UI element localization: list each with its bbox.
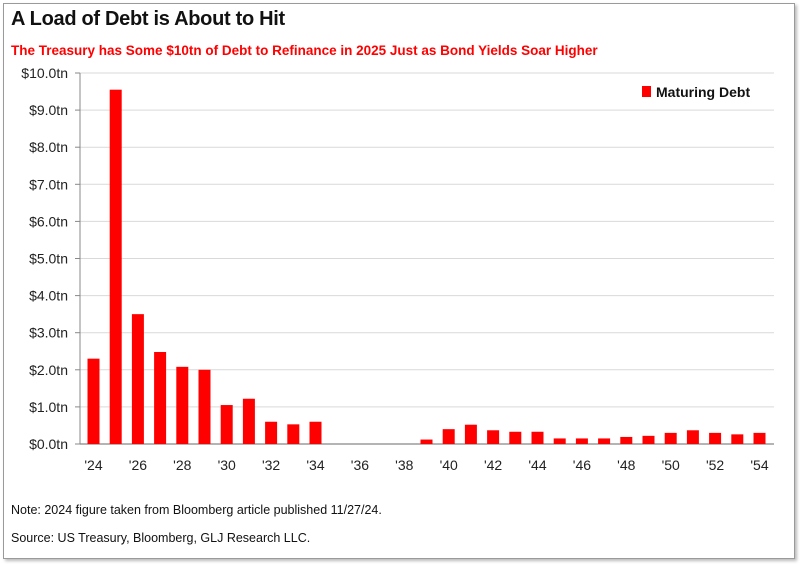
legend-label: Maturing Debt (656, 84, 750, 100)
x-tick-label: '32 (262, 457, 280, 473)
x-tick-label: '24 (84, 457, 102, 473)
chart-subtitle: The Treasury has Some $10tn of Debt to R… (11, 43, 598, 58)
bar-2024 (87, 358, 100, 444)
x-tick-label: '36 (351, 457, 369, 473)
bar-2045 (553, 438, 566, 444)
y-tick-label: $7.0tn (29, 176, 68, 192)
chart-note: Note: 2024 figure taken from Bloomberg a… (11, 503, 382, 517)
y-tick-label: $6.0tn (29, 213, 68, 229)
x-tick-label: '40 (440, 457, 458, 473)
x-tick-label: '38 (395, 457, 413, 473)
x-tick-label: '52 (706, 457, 724, 473)
x-tick-label: '54 (750, 457, 768, 473)
x-tick-label: '46 (573, 457, 591, 473)
x-tick-label: '30 (218, 457, 236, 473)
bar-2028 (176, 366, 189, 444)
bar-2047 (598, 438, 611, 444)
bar-2030 (220, 405, 233, 444)
y-tick-label: $9.0tn (29, 102, 68, 118)
bar-2052 (709, 432, 722, 444)
bar-2053 (731, 434, 744, 444)
bar-2054 (753, 432, 766, 444)
x-tick-label: '42 (484, 457, 502, 473)
x-tick-label: '34 (306, 457, 324, 473)
bar-2046 (575, 438, 588, 444)
legend-swatch (642, 86, 651, 97)
bar-2034 (309, 421, 322, 444)
bar-2044 (531, 431, 544, 444)
bar-2049 (642, 435, 655, 444)
x-tick-label: '48 (617, 457, 635, 473)
bar-2040 (442, 429, 455, 444)
bar-2026 (131, 314, 144, 444)
bar-2039 (420, 439, 433, 444)
x-tick-label: '26 (129, 457, 147, 473)
y-tick-label: $8.0tn (29, 139, 68, 155)
y-tick-label: $4.0tn (29, 288, 68, 304)
y-tick-label: $2.0tn (29, 362, 68, 378)
x-tick-label: '44 (528, 457, 546, 473)
y-tick-label: $10.0tn (21, 65, 68, 81)
y-tick-label: $3.0tn (29, 325, 68, 341)
bar-2043 (509, 431, 522, 444)
x-tick-label: '28 (173, 457, 191, 473)
y-tick-label: $1.0tn (29, 399, 68, 415)
y-tick-label: $5.0tn (29, 251, 68, 267)
x-tick-label: '50 (662, 457, 680, 473)
bar-2048 (620, 436, 633, 444)
chart-source: Source: US Treasury, Bloomberg, GLJ Rese… (11, 531, 311, 545)
bar-2027 (154, 351, 167, 444)
bar-2032 (265, 421, 278, 444)
bar-2041 (464, 424, 477, 444)
bar-2031 (242, 398, 255, 444)
bar-2029 (198, 369, 211, 444)
bar-2042 (487, 430, 500, 444)
bar-2051 (686, 430, 699, 444)
chart-title: A Load of Debt is About to Hit (11, 8, 285, 30)
chart-frame (3, 3, 795, 559)
bar-2033 (287, 424, 300, 444)
y-tick-label: $0.0tn (29, 436, 68, 452)
bar-2025 (109, 89, 122, 444)
bar-2050 (664, 432, 677, 444)
